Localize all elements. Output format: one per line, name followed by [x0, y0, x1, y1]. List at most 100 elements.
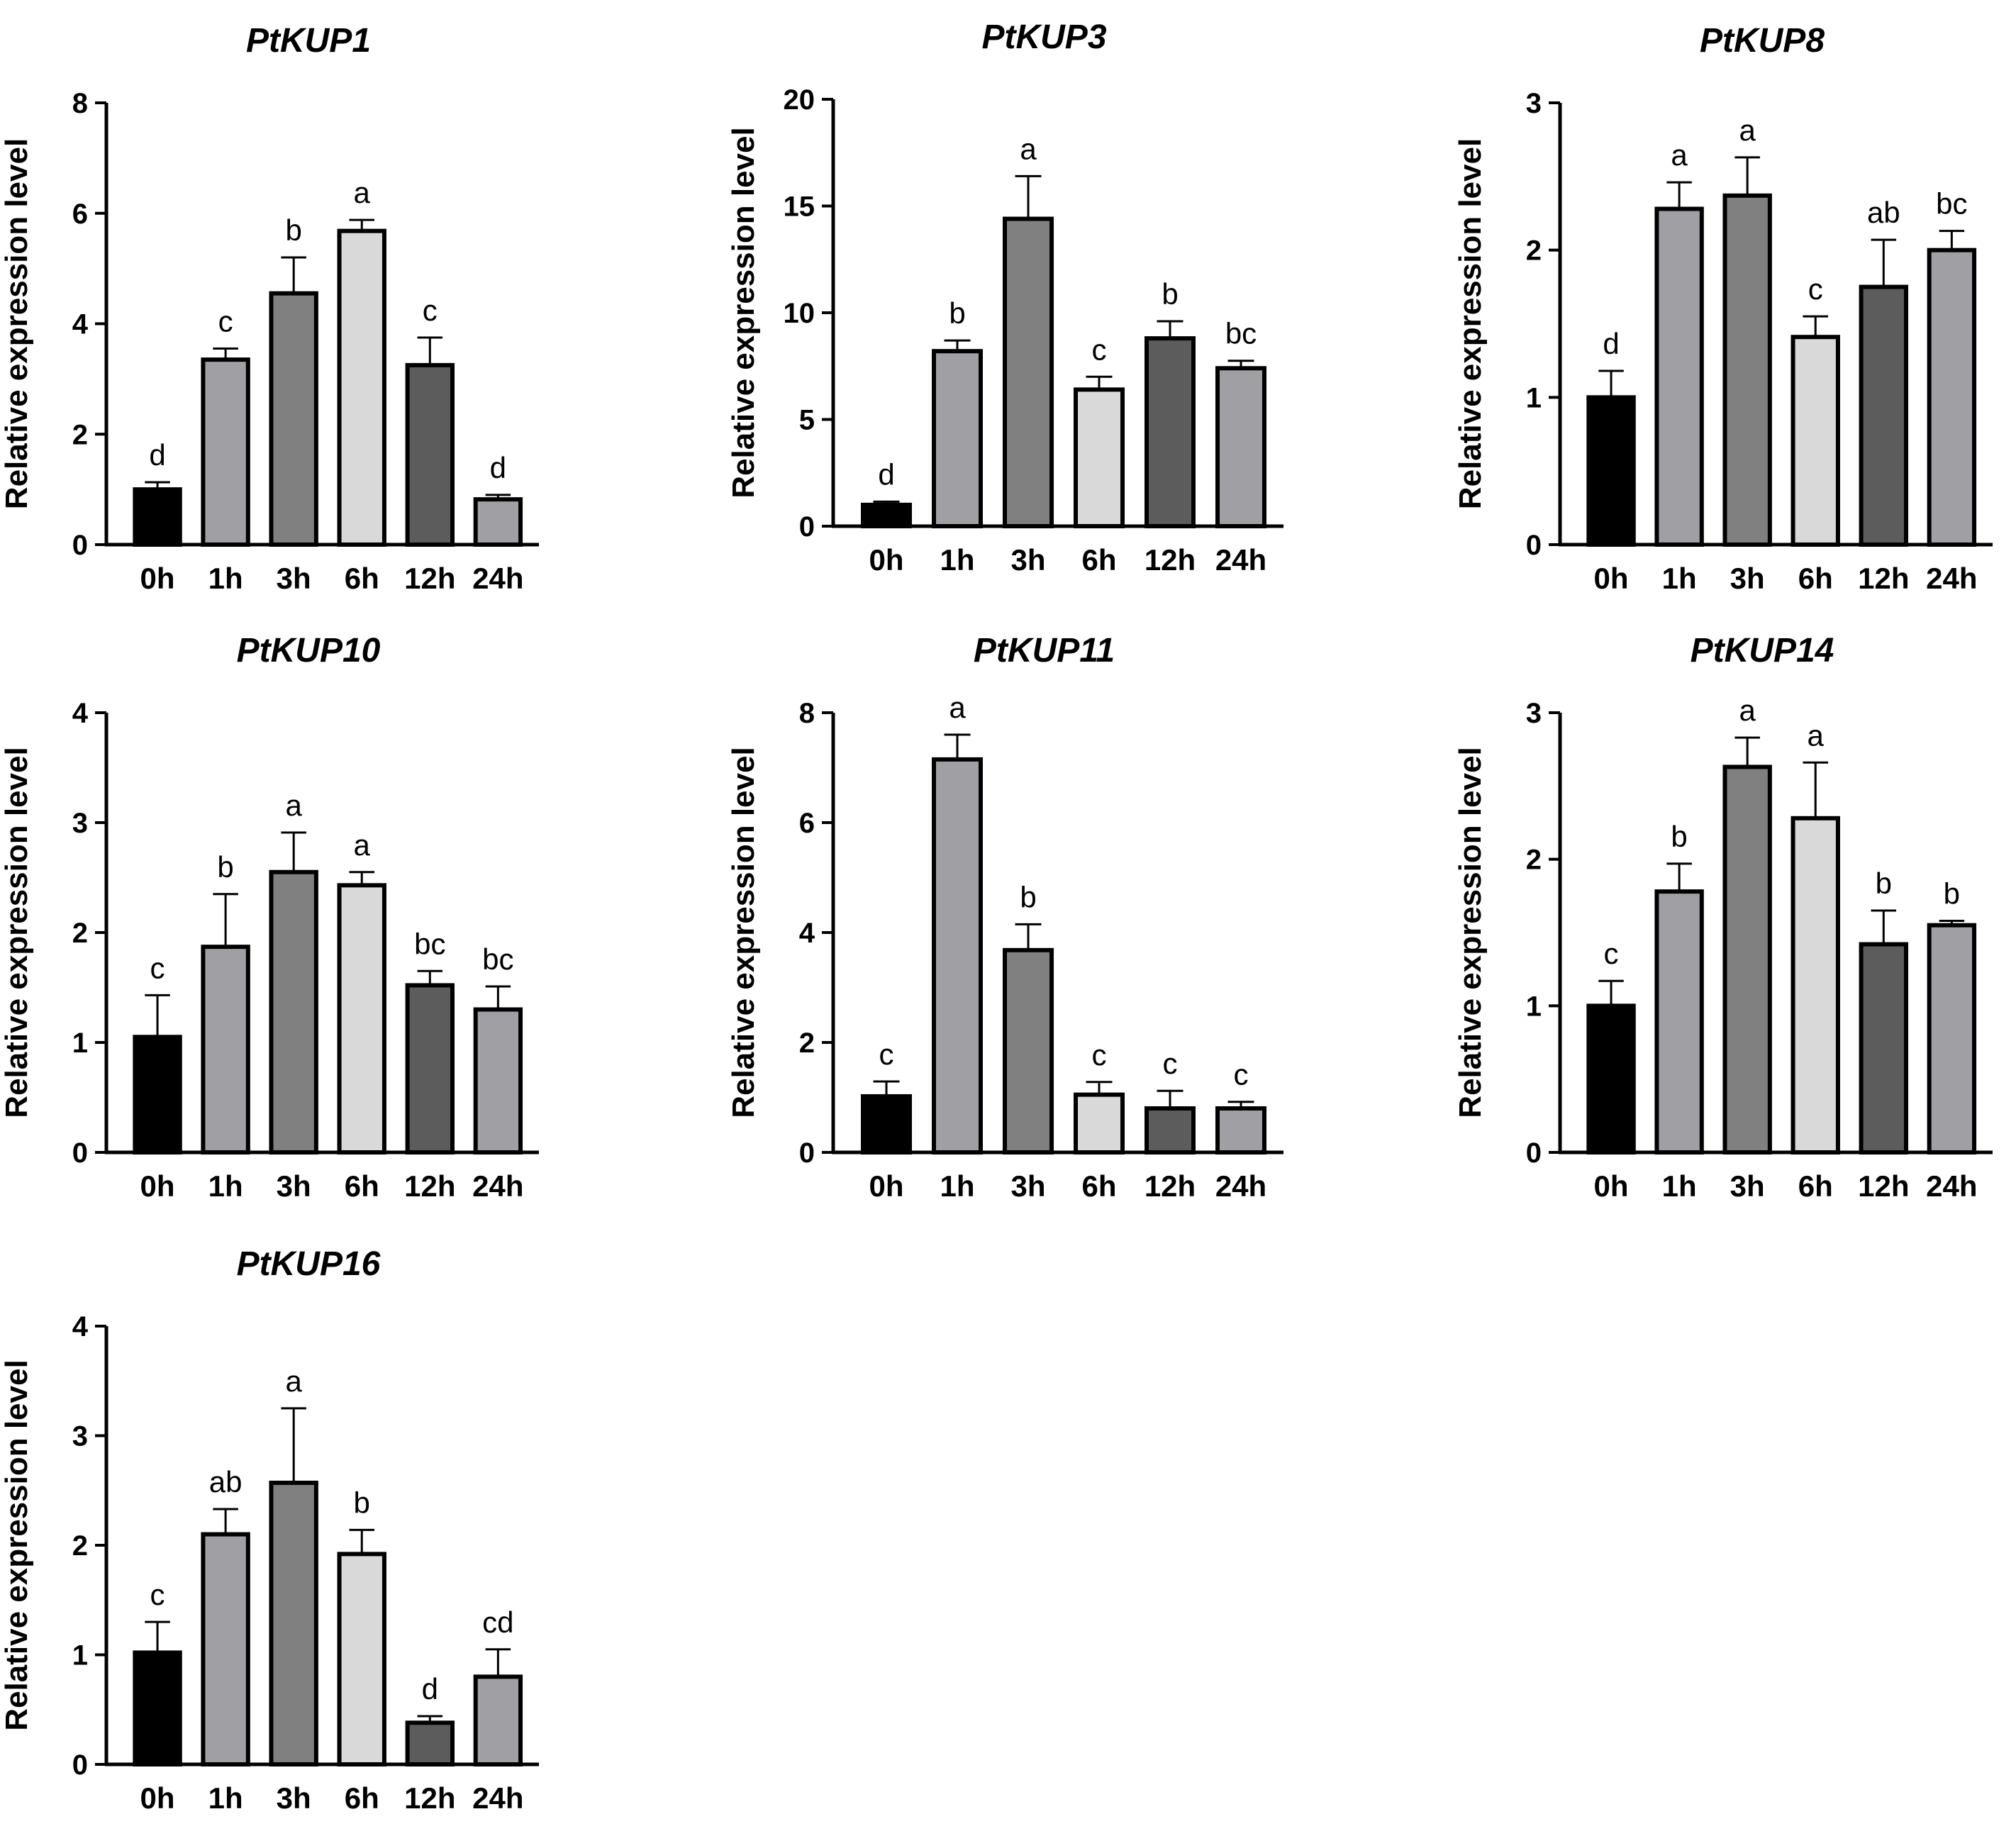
- significance-label: b: [1162, 277, 1178, 311]
- y-tick-label: 1: [72, 1028, 88, 1059]
- x-tick-label: 0h: [869, 543, 903, 577]
- chart-panel-ptkup11: PtKUP11 Relative expression level 0 2 4 6 8 c 0h…: [726, 632, 1283, 1203]
- significance-label: d: [149, 438, 165, 472]
- significance-label: c: [1808, 272, 1823, 306]
- bar-12h: [1145, 336, 1196, 528]
- significance-label: a: [1671, 138, 1688, 172]
- significance-label: c: [150, 1578, 165, 1611]
- x-tick-label: 1h: [940, 543, 974, 577]
- x-tick-label: 3h: [1730, 562, 1765, 595]
- y-tick-label: 0: [799, 1137, 815, 1169]
- x-tick-label: 12h: [1858, 562, 1909, 595]
- significance-label: b: [1020, 880, 1036, 913]
- y-tick-label: 10: [784, 298, 815, 329]
- bar-0h: [1586, 1003, 1636, 1155]
- y-tick-label: 6: [799, 808, 815, 839]
- bar-24h: [473, 1674, 523, 1767]
- y-tick-label: 2: [1526, 235, 1542, 267]
- y-tick-label: 1: [1526, 382, 1542, 413]
- x-tick-label: 24h: [1215, 543, 1266, 577]
- x-tick-label: 24h: [472, 1781, 523, 1815]
- x-tick-label: 1h: [1662, 1169, 1697, 1203]
- bar-24h: [1927, 923, 1977, 1155]
- y-tick-label: 0: [1526, 1137, 1542, 1169]
- y-tick-label: 2: [1526, 845, 1542, 876]
- y-tick-label: 3: [1526, 698, 1542, 729]
- chart-panel-ptkup3: PtKUP3 Relative expression level 0 5 10 15 20 d…: [726, 18, 1283, 577]
- x-tick-label: 12h: [404, 1781, 455, 1815]
- significance-label: d: [422, 1672, 438, 1706]
- y-axis-label: Relative expression level: [0, 138, 34, 509]
- significance-label: c: [1234, 1058, 1249, 1091]
- significance-label: d: [878, 457, 894, 491]
- x-tick-label: 0h: [140, 562, 175, 595]
- x-tick-label: 24h: [1215, 1169, 1266, 1203]
- chart-panel-ptkup10: PtKUP10 Relative expression level 0 1 2 3 4 c 0h…: [0, 632, 539, 1203]
- x-tick-label: 6h: [1798, 562, 1833, 595]
- bar-3h: [269, 869, 318, 1155]
- significance-label: bc: [482, 942, 513, 976]
- significance-label: c: [150, 951, 165, 984]
- bar-6h: [337, 228, 386, 547]
- x-tick-label: 1h: [940, 1169, 974, 1203]
- x-tick-label: 1h: [208, 1781, 243, 1815]
- significance-label: b: [949, 296, 965, 330]
- bar-12h: [405, 362, 455, 547]
- y-tick-label: 3: [72, 808, 88, 839]
- significance-label: c: [879, 1037, 894, 1071]
- bar-12h: [405, 983, 455, 1155]
- significance-label: b: [285, 213, 301, 247]
- significance-label: a: [354, 828, 371, 862]
- bar-6h: [1791, 816, 1840, 1155]
- y-tick-label: 1: [72, 1640, 88, 1671]
- bar-0h: [133, 487, 182, 547]
- y-tick-label: 4: [799, 918, 815, 949]
- y-axis-label: Relative expression level: [726, 747, 761, 1118]
- bar-3h: [1722, 764, 1772, 1155]
- y-tick-label: 0: [1526, 530, 1542, 561]
- bar-6h: [1791, 335, 1840, 547]
- bar-0h: [861, 502, 912, 529]
- y-tick-label: 4: [72, 309, 89, 340]
- y-tick-label: 2: [72, 918, 88, 949]
- y-tick-label: 15: [784, 191, 815, 223]
- chart-title: PtKUP11: [974, 632, 1115, 669]
- y-tick-label: 4: [72, 698, 89, 729]
- bar-24h: [1215, 1106, 1266, 1155]
- significance-label: c: [1092, 333, 1107, 366]
- y-tick-label: 3: [72, 1421, 88, 1452]
- y-tick-label: 20: [784, 84, 815, 116]
- y-tick-label: 2: [72, 419, 88, 450]
- x-tick-label: 6h: [345, 562, 379, 595]
- x-tick-label: 0h: [140, 1781, 175, 1815]
- x-tick-label: 6h: [1081, 543, 1116, 577]
- significance-label: bc: [1225, 317, 1257, 350]
- significance-label: b: [354, 1486, 370, 1519]
- significance-label: b: [217, 850, 233, 884]
- x-tick-label: 0h: [1594, 562, 1629, 595]
- x-tick-label: 6h: [345, 1169, 379, 1203]
- x-tick-label: 1h: [208, 1169, 243, 1203]
- y-axis-label: Relative expression level: [0, 747, 34, 1118]
- y-axis-label: Relative expression level: [1453, 138, 1488, 509]
- x-tick-label: 0h: [140, 1169, 175, 1203]
- x-tick-label: 6h: [1081, 1169, 1116, 1203]
- bar-0h: [1586, 395, 1636, 547]
- bar-1h: [932, 757, 983, 1155]
- chart-panel-ptkup1: PtKUP1 Relative expression level 0 2 4 6 8 d 0h c…: [0, 22, 539, 595]
- bar-3h: [1722, 193, 1772, 547]
- bar-0h: [861, 1094, 912, 1155]
- bar-12h: [405, 1720, 455, 1767]
- y-tick-label: 8: [799, 698, 815, 729]
- x-tick-label: 3h: [1010, 1169, 1045, 1203]
- significance-label: ab: [1867, 196, 1900, 229]
- significance-label: bc: [414, 927, 445, 960]
- x-tick-label: 12h: [404, 1169, 455, 1203]
- x-tick-label: 24h: [1926, 1169, 1977, 1203]
- x-tick-label: 12h: [404, 562, 455, 595]
- x-tick-label: 3h: [1730, 1169, 1765, 1203]
- x-tick-label: 12h: [1145, 543, 1196, 577]
- significance-label: a: [285, 789, 302, 822]
- bar-24h: [1927, 247, 1977, 547]
